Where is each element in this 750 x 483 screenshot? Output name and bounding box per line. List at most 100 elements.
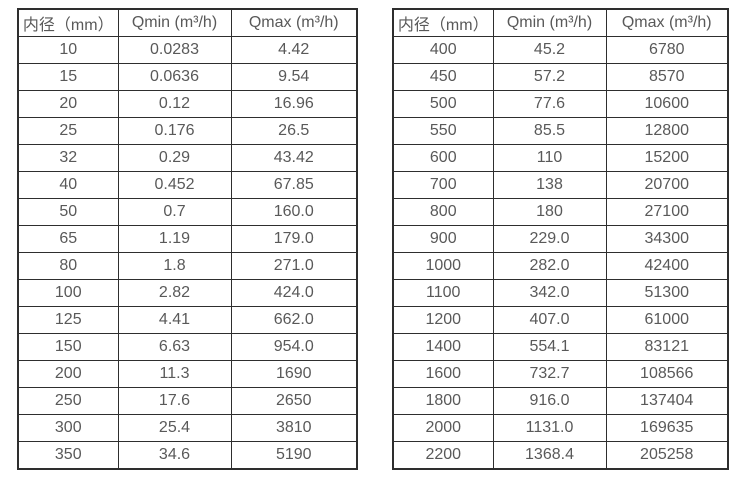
table-cell: 26.5 [230,117,358,145]
column-header: 内径（mm） [392,8,494,37]
table-row: 15 0.0636 9.54 [17,63,358,91]
table-cell: 1.8 [117,252,232,280]
column-header: 内径（mm） [17,8,119,37]
table-cell: 600 [392,144,494,172]
table-cell: 1368.4 [492,441,607,470]
table-row: 32 0.29 43.42 [17,144,358,172]
table-cell: 34.6 [117,441,232,470]
table-cell: 0.452 [117,171,232,199]
header-row: 内径（mm） Qmin (m³/h) Qmax (m³/h) [392,8,729,37]
table-cell: 200 [17,360,119,388]
table-cell: 800 [392,198,494,226]
table-cell: 2000 [392,414,494,442]
table-row: 50 0.7 160.0 [17,198,358,226]
table-cell: 1600 [392,360,494,388]
table-cell: 700 [392,171,494,199]
table-row: 1200 407.0 61000 [392,306,729,334]
table-row: 65 1.19 179.0 [17,225,358,253]
table-cell: 954.0 [230,333,358,361]
table-cell: 50 [17,198,119,226]
table-cell: 1.19 [117,225,232,253]
table-cell: 125 [17,306,119,334]
table-row: 125 4.41 662.0 [17,306,358,334]
table-row: 1000 282.0 42400 [392,252,729,280]
table-cell: 300 [17,414,119,442]
table-cell: 180 [492,198,607,226]
table-cell: 10 [17,36,119,64]
table-row: 2200 1368.4 205258 [392,441,729,470]
table-cell: 138 [492,171,607,199]
table-cell: 0.0283 [117,36,232,64]
table-cell: 1800 [392,387,494,415]
table-cell: 732.7 [492,360,607,388]
column-header: Qmin (m³/h) [117,8,232,37]
table-cell: 20 [17,90,119,118]
table-cell: 450 [392,63,494,91]
table-cell: 2650 [230,387,358,415]
table-cell: 1690 [230,360,358,388]
table-cell: 2200 [392,441,494,470]
table-cell: 179.0 [230,225,358,253]
column-header: Qmin (m³/h) [492,8,607,37]
table-cell: 20700 [605,171,729,199]
table-cell: 51300 [605,279,729,307]
table-row: 600 110 15200 [392,144,729,172]
table-cell: 6.63 [117,333,232,361]
table-cell: 282.0 [492,252,607,280]
table-cell: 25 [17,117,119,145]
table-row: 100 2.82 424.0 [17,279,358,307]
table-cell: 342.0 [492,279,607,307]
table-row: 150 6.63 954.0 [17,333,358,361]
table-cell: 17.6 [117,387,232,415]
table-row: 550 85.5 12800 [392,117,729,145]
table-cell: 229.0 [492,225,607,253]
table-cell: 662.0 [230,306,358,334]
table-cell: 350 [17,441,119,470]
table-cell: 205258 [605,441,729,470]
table-cell: 16.96 [230,90,358,118]
table-cell: 150 [17,333,119,361]
table-cell: 85.5 [492,117,607,145]
table-row: 10 0.0283 4.42 [17,36,358,64]
table-row: 1800 916.0 137404 [392,387,729,415]
table-cell: 1000 [392,252,494,280]
table-cell: 42400 [605,252,729,280]
table-cell: 250 [17,387,119,415]
table-cell: 11.3 [117,360,232,388]
table-cell: 160.0 [230,198,358,226]
table-cell: 424.0 [230,279,358,307]
table-cell: 8570 [605,63,729,91]
table-row: 200 11.3 1690 [17,360,358,388]
table-cell: 554.1 [492,333,607,361]
table-row: 1100 342.0 51300 [392,279,729,307]
table-cell: 80 [17,252,119,280]
table-cell: 500 [392,90,494,118]
table-cell: 900 [392,225,494,253]
table-cell: 27100 [605,198,729,226]
table-cell: 0.0636 [117,63,232,91]
table-cell: 2.82 [117,279,232,307]
table-cell: 4.42 [230,36,358,64]
table-cell: 0.176 [117,117,232,145]
table-cell: 1131.0 [492,414,607,442]
table-cell: 65 [17,225,119,253]
table-cell: 407.0 [492,306,607,334]
header-row: 内径（mm） Qmin (m³/h) Qmax (m³/h) [17,8,358,37]
table-cell: 43.42 [230,144,358,172]
table-row: 20 0.12 16.96 [17,90,358,118]
table-cell: 40 [17,171,119,199]
table-cell: 0.7 [117,198,232,226]
table-cell: 108566 [605,360,729,388]
table-cell: 77.6 [492,90,607,118]
table-cell: 34300 [605,225,729,253]
table-cell: 110 [492,144,607,172]
table-cell: 3810 [230,414,358,442]
table-cell: 400 [392,36,494,64]
table-row: 700 138 20700 [392,171,729,199]
table-row: 900 229.0 34300 [392,225,729,253]
table-cell: 4.41 [117,306,232,334]
table-cell: 550 [392,117,494,145]
table-row: 400 45.2 6780 [392,36,729,64]
table-row: 25 0.176 26.5 [17,117,358,145]
